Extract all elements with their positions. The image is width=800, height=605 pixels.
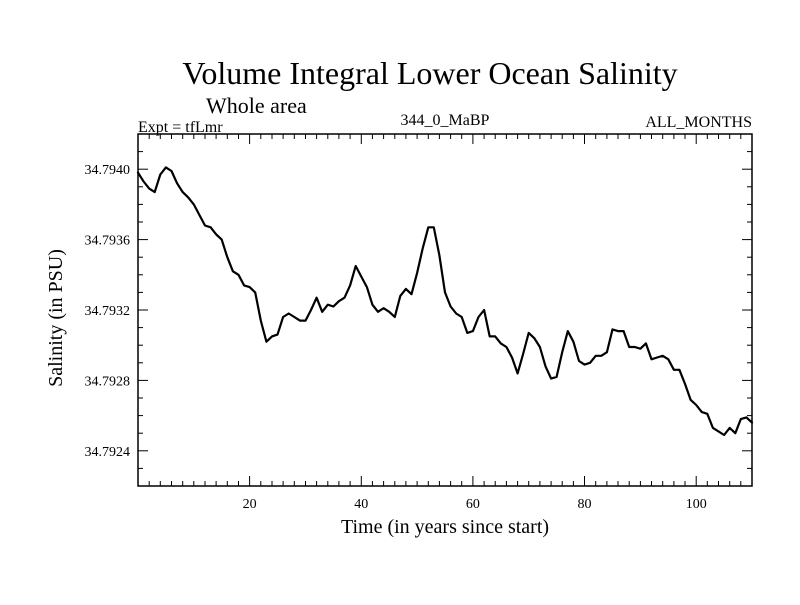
x-tick-label-100: 100	[686, 497, 707, 512]
plot-area-frame	[137, 133, 753, 487]
tick-group	[138, 134, 753, 486]
x-axis-label: Time (in years since start)	[341, 516, 549, 538]
months-label: ALL_MONTHS	[645, 114, 752, 131]
x-tick-label-60: 60	[466, 497, 480, 512]
x-tick-label-group: 20 40 60 80 100	[243, 497, 707, 512]
y-tick-label-group: 34.7924 34.7928 34.7932 34.7936 34.7940	[85, 163, 131, 460]
y-tick-label-0: 34.7924	[85, 445, 131, 460]
y-tick-label-4: 34.7940	[85, 163, 131, 178]
y-tick-label-3: 34.7936	[85, 234, 131, 249]
x-tick-label-80: 80	[578, 497, 592, 512]
chart-title: Volume Integral Lower Ocean Salinity	[182, 55, 677, 91]
x-tick-label-40: 40	[354, 497, 368, 512]
period-label: 344_0_MaBP	[401, 112, 490, 129]
y-axis-label: Salinity (in PSU)	[45, 249, 67, 387]
chart-subtitle: Whole area	[206, 93, 307, 118]
y-tick-label-2: 34.7932	[85, 304, 131, 319]
salinity-series-line	[136, 166, 754, 437]
y-tick-label-1: 34.7928	[85, 374, 131, 389]
experiment-label: Expt = tfLmr	[138, 119, 223, 136]
x-tick-label-20: 20	[243, 497, 257, 512]
